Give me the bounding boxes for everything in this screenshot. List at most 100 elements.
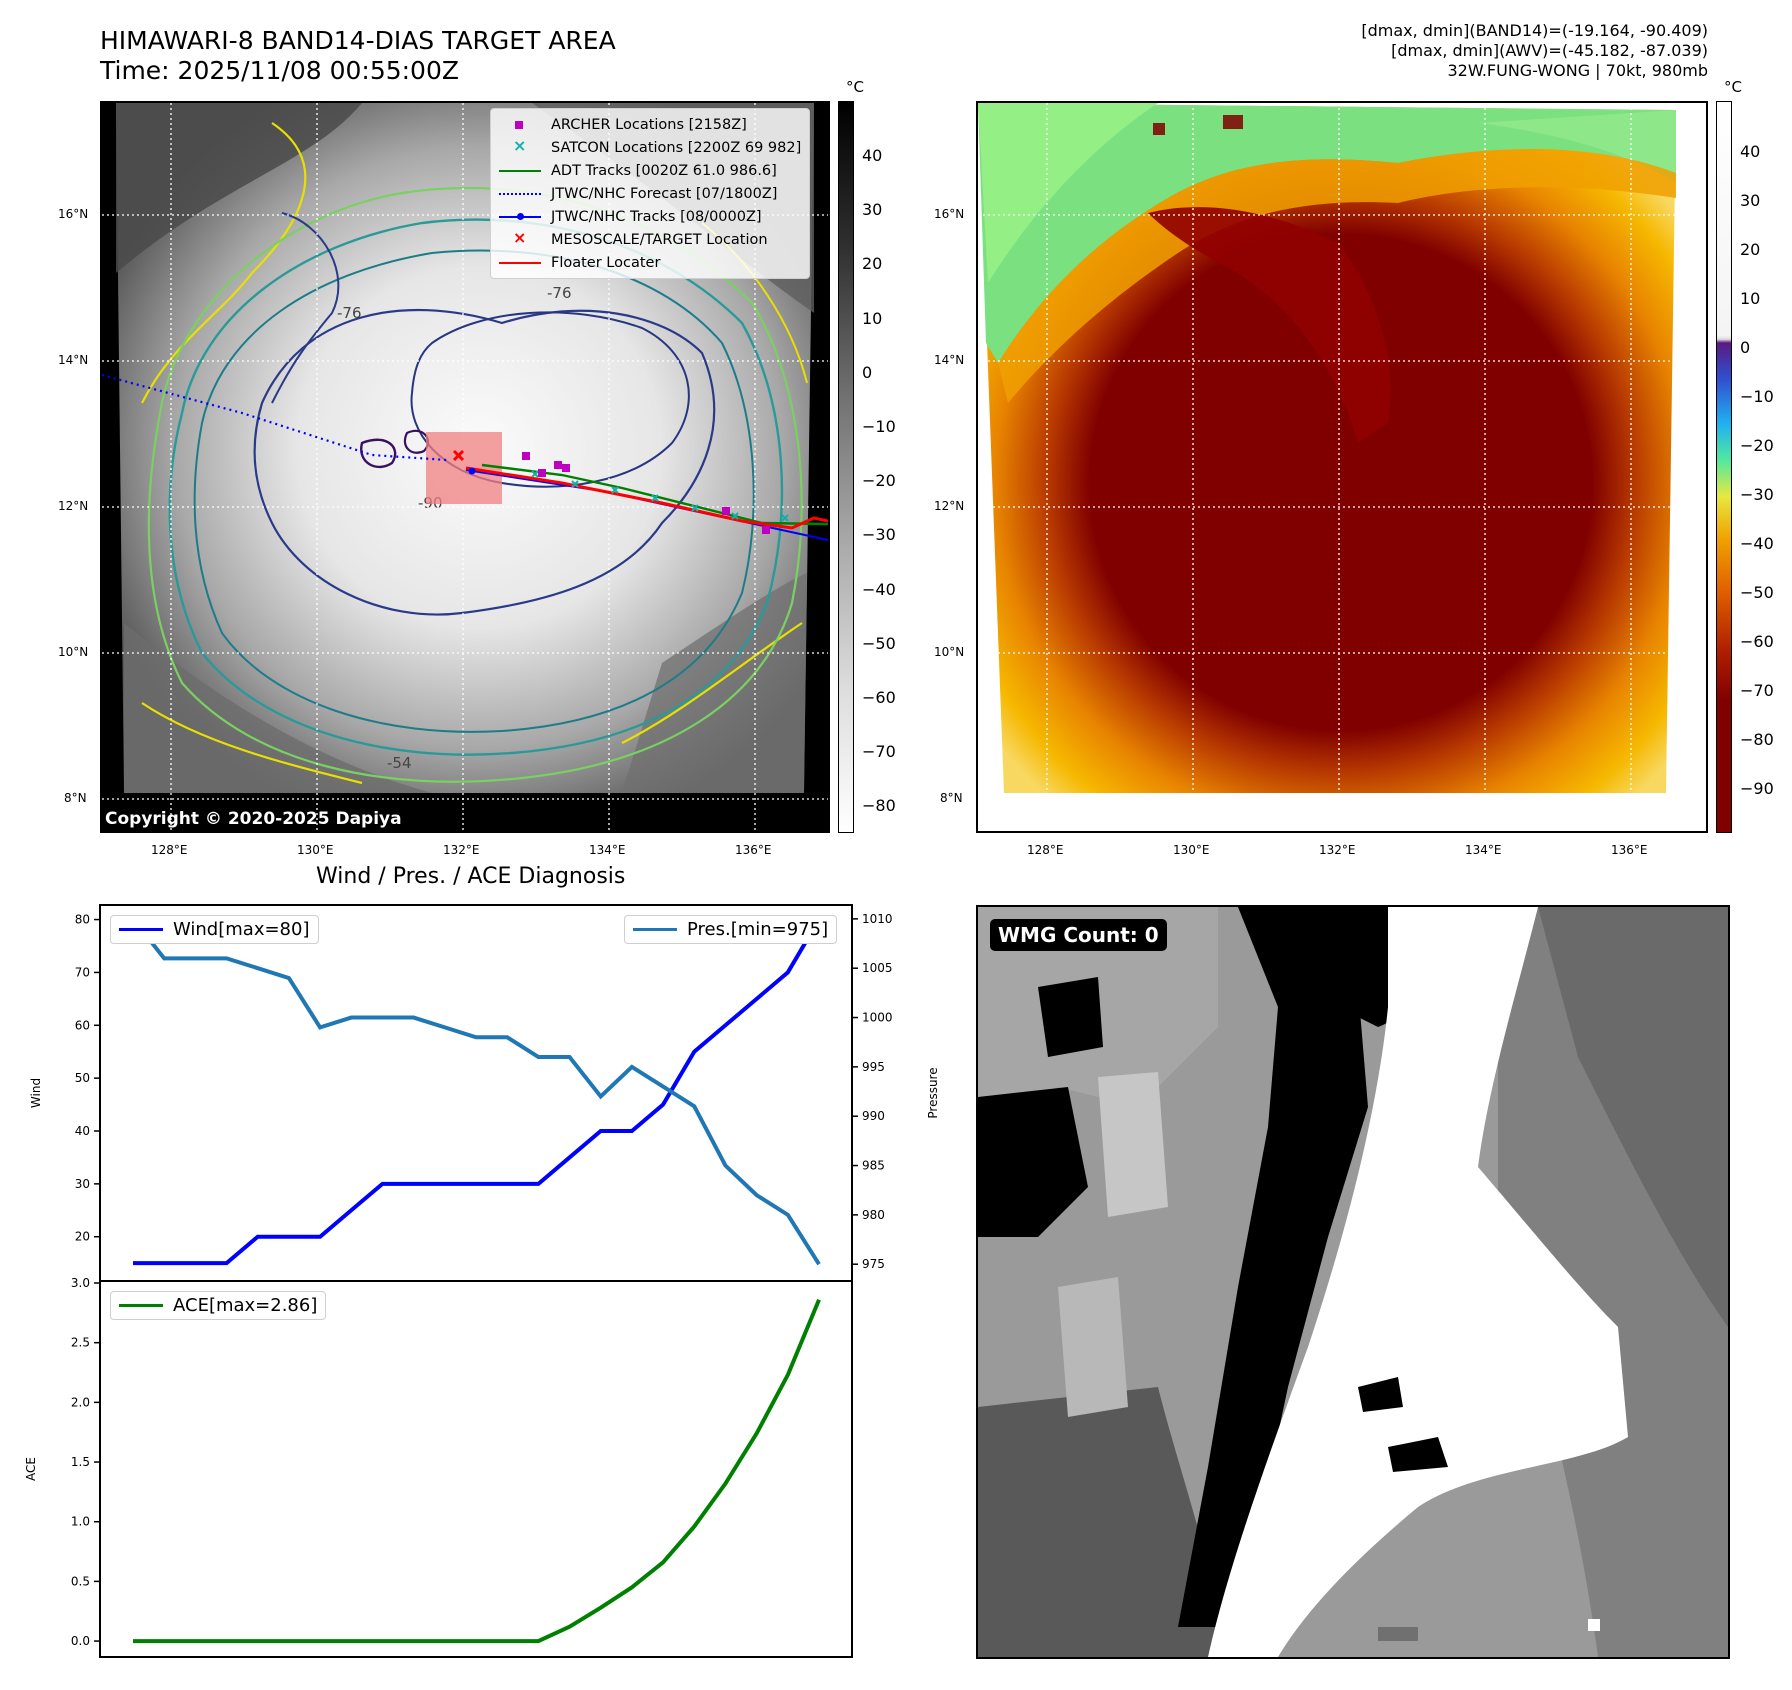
- ace-tick-label: 2.0: [71, 1395, 90, 1409]
- awv-lat-label-12: 12°N: [934, 499, 965, 513]
- wind-legend-label: Wind[max=80]: [173, 919, 310, 940]
- info-line1: [dmax, dmin](BAND14)=(-19.164, -90.409): [1361, 21, 1708, 40]
- pres-series-line: [131, 917, 821, 1266]
- info-line3: 32W.FUNG-WONG | 70kt, 980mb: [1447, 61, 1708, 80]
- wind-tick-label: 80: [75, 913, 90, 927]
- gray-colorbar-tick: −60: [862, 688, 896, 707]
- awv-lon-label-128: 128°E: [1027, 843, 1064, 857]
- awv-map-image: [978, 103, 1706, 831]
- color-colorbar: [1716, 101, 1732, 833]
- line-icon: [499, 161, 541, 181]
- awv-lat-label-10: 10°N: [934, 645, 965, 659]
- color-colorbar-tick: −80: [1740, 730, 1774, 749]
- color-colorbar-tick: −20: [1740, 436, 1774, 455]
- awv-lat-label-8: 8°N: [940, 791, 963, 805]
- awv-lon-label-130: 130°E: [1173, 843, 1210, 857]
- contour-label-3: -54: [387, 754, 412, 772]
- legend-floater-label: Floater Locater: [551, 254, 661, 271]
- gray-colorbar-tick: −70: [862, 742, 896, 762]
- pres-legend: Pres.[min=975]: [624, 915, 838, 944]
- ace-axis-label: ACE: [24, 1457, 38, 1481]
- gray-colorbar-tick: 30: [862, 200, 883, 220]
- color-colorbar-tick: 10: [1740, 289, 1761, 308]
- ace-tick-label: 1.0: [71, 1515, 90, 1529]
- awv-lon-label-132: 132°E: [1319, 843, 1356, 857]
- wind-pres-axes-frame: [99, 904, 853, 1282]
- adt-track-line: [481, 463, 828, 526]
- pres-tick-label: 980: [862, 1208, 885, 1222]
- wmg-count-badge: WMG Count: 0: [990, 919, 1167, 951]
- legend-mesoscale-label: MESOSCALE/TARGET Location: [551, 231, 768, 248]
- ace-axes-frame: [99, 1280, 853, 1658]
- legend-adt-label: ADT Tracks [0020Z 61.0 986.6]: [551, 162, 777, 179]
- color-colorbar-tick: −10: [1740, 387, 1774, 406]
- jtwc-track-dot: [468, 467, 476, 475]
- wind-tick-label: 70: [75, 965, 90, 979]
- color-colorbar-tick: −90: [1740, 779, 1774, 798]
- ace-series-line: [133, 1298, 821, 1644]
- color-colorbar-tick: 0: [1740, 338, 1751, 357]
- pres-axis-ticks: 1010 1005 1000 995 990 985 980 975: [852, 912, 893, 1271]
- ace-legend-label: ACE[max=2.86]: [173, 1295, 318, 1316]
- awv-map-gridlines: [978, 103, 1706, 831]
- floater-box: [426, 432, 502, 504]
- ace-tick-label: 2.5: [71, 1336, 90, 1350]
- pres-tick-label: 1000: [862, 1011, 893, 1025]
- map-legend: ARCHER Locations [2158Z] × SATCON Locati…: [490, 108, 811, 279]
- awv-map-panel: [976, 101, 1708, 833]
- pres-tick-label: 995: [862, 1060, 885, 1074]
- wind-axis-label: Wind: [29, 1078, 43, 1108]
- x-icon: ×: [513, 227, 527, 247]
- lon-label-132: 132°E: [443, 843, 480, 857]
- legend-archer-label: ARCHER Locations [2158Z]: [551, 116, 747, 133]
- wmg-panel: WMG Count: 0: [976, 905, 1730, 1659]
- pres-tick-label: 990: [862, 1109, 885, 1123]
- contour-label-1: -76: [547, 284, 572, 302]
- target-x-marker: [452, 449, 465, 462]
- color-colorbar-tick: 20: [1740, 240, 1761, 259]
- legend-mesoscale: × MESOSCALE/TARGET Location: [499, 228, 801, 251]
- wind-series-line: [133, 918, 821, 1266]
- gray-colorbar-tick: 20: [862, 254, 883, 274]
- legend-archer: ARCHER Locations [2158Z]: [499, 113, 801, 136]
- info-line2: [dmax, dmin](AWV)=(-45.182, -87.039): [1391, 41, 1708, 60]
- pres-axis-label: Pressure: [926, 1067, 940, 1118]
- wind-tick-label: 50: [75, 1071, 90, 1085]
- awv-lon-label-134: 134°E: [1465, 843, 1502, 857]
- legend-satcon-label: SATCON Locations [2200Z 69 982]: [551, 139, 802, 156]
- wind-tick-label: 20: [75, 1230, 90, 1244]
- pres-legend-label: Pres.[min=975]: [687, 919, 829, 940]
- color-colorbar-tick: 30: [1740, 191, 1761, 210]
- awv-lon-label-136: 136°E: [1611, 843, 1648, 857]
- pres-tick-label: 975: [862, 1257, 885, 1271]
- gray-colorbar-tick: −50: [862, 633, 896, 653]
- wind-legend-swatch: [119, 927, 163, 932]
- gray-colorbar-tick: −20: [862, 471, 896, 491]
- line-dot-icon: [499, 207, 541, 227]
- ace-tick-label: 0.0: [71, 1634, 90, 1648]
- ace-legend: ACE[max=2.86]: [110, 1291, 327, 1320]
- chart-title-line2: Time: 2025/11/08 00:55:00Z: [100, 56, 459, 85]
- awv-lat-label-16: 16°N: [934, 207, 965, 221]
- square-icon: [499, 115, 541, 135]
- ace-legend-swatch: [119, 1303, 163, 1308]
- legend-jtwc-tracks: JTWC/NHC Tracks [08/0000Z]: [499, 205, 801, 228]
- legend-adt: ADT Tracks [0020Z 61.0 986.6]: [499, 159, 801, 182]
- gray-colorbar-tick: −30: [862, 525, 896, 545]
- color-colorbar-tick: −60: [1740, 632, 1774, 651]
- archer-markers: [522, 452, 770, 534]
- pres-legend-swatch: [633, 927, 677, 932]
- ace-tick-label: 0.5: [71, 1574, 90, 1588]
- color-colorbar-tick: −70: [1740, 681, 1774, 700]
- ace-axis-ticks: 3.0 2.5 2.0 1.5 1.0 0.5 0.0: [71, 1276, 100, 1648]
- legend-satcon: × SATCON Locations [2200Z 69 982]: [499, 136, 801, 159]
- lon-label-130: 130°E: [297, 843, 334, 857]
- lat-label-12: 12°N: [58, 499, 89, 513]
- gray-colorbar-tick: 40: [862, 146, 883, 165]
- gray-colorbar: [838, 101, 854, 833]
- diagnosis-chart: 80 70 60 50 40 30 20 1010 1005 1000 995 990 985 980 9…: [24, 904, 940, 1658]
- gray-colorbar-tick: −40: [862, 579, 896, 599]
- wmg-image: [978, 907, 1728, 1657]
- satcon-markers: [531, 470, 789, 522]
- lat-label-8: 8°N: [64, 791, 87, 805]
